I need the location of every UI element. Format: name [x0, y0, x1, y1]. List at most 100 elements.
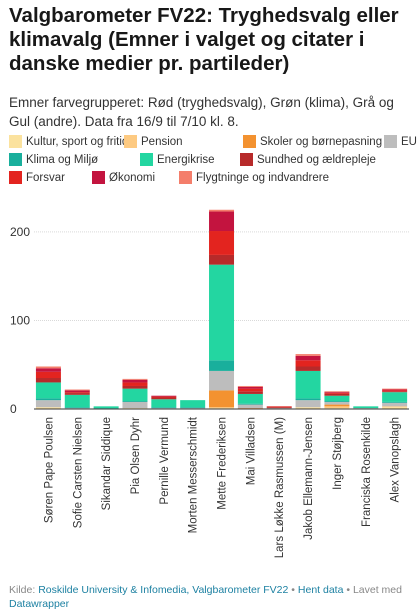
bar-segment-kultur-sport-og-fritid — [295, 407, 321, 409]
bar-segment-okonomi — [295, 355, 321, 361]
legend-item-sundhed-og-aeldrepleje: Sundhed og ældrepleje — [240, 153, 376, 166]
bar-segment-energikrise — [353, 406, 379, 409]
bar-segment-sundhed-og-aeldrepleje — [324, 393, 350, 396]
download-data-link[interactable]: Hent data — [297, 584, 344, 596]
legend-item-okonomi: Økonomi — [92, 171, 155, 184]
source-label: Kilde: — [9, 584, 36, 596]
legend-swatch — [243, 135, 256, 148]
legend-swatch — [92, 171, 105, 184]
bar-segment-skoler-og-bornepasning — [209, 390, 235, 408]
x-tick-label: Alex Vanopslagh — [390, 417, 402, 502]
bar-segment-okonomi — [35, 368, 61, 372]
bar-segment-eu — [209, 370, 235, 391]
made-with-label: • Lavet med — [346, 584, 402, 596]
stacked-bar-chart: 0 100 200 Søren Pape Poulsen Sofie Carsten N… — [10, 209, 409, 558]
bar-segment-energikrise — [209, 264, 235, 361]
legend-item-flygtninge-og-indvandrere: Flygtninge og indvandrere — [179, 171, 329, 184]
bar-segment-pension — [324, 406, 350, 409]
footer: Kilde: Roskilde University & Infomedia, … — [9, 583, 409, 611]
legend-item-eu: EU — [384, 135, 417, 148]
legend-swatch — [9, 153, 22, 166]
legend-item-skoler-og-bornepasning: Skoler og børnepasning — [243, 135, 382, 148]
x-tick-label: Mai Villadsen — [245, 417, 257, 485]
x-tick-label: Lars Løkke Rasmussen (M) — [274, 417, 286, 558]
legend-label: Skoler og børnepasning — [260, 135, 383, 148]
bar-segment-flygtninge-og-indvandrere — [35, 366, 61, 369]
bar-segment-okonomi — [237, 386, 263, 389]
bar-segment-klima-og-miljo — [324, 401, 350, 402]
bar-segment-energikrise — [324, 395, 350, 402]
bar-segment-forsvar — [64, 392, 90, 394]
bar-segment-klima-og-miljo — [35, 398, 61, 401]
bar-segment-eu — [122, 401, 148, 409]
bar-segment-okonomi — [122, 379, 148, 383]
bar-segment-sundhed-og-aeldrepleje — [237, 391, 263, 394]
x-tick-label: Pernille Vermund — [159, 417, 171, 505]
bar-segment-eu — [295, 400, 321, 408]
chart-title: Valgbarometer FV22: Tryghedsvalg eller k… — [9, 4, 399, 75]
legend-item-energikrise: Energikrise — [140, 153, 215, 166]
legend-label: Flygtninge og indvandrere — [196, 171, 329, 184]
bar-segment-okonomi — [324, 392, 350, 394]
x-tick-label: Sikandar Siddique — [101, 417, 113, 510]
bar-segment-klima-og-miljo — [151, 407, 177, 409]
legend-swatch — [140, 153, 153, 166]
bar-segment-okonomi — [64, 390, 90, 393]
x-tick-label: Søren Pape Poulsen — [43, 417, 55, 523]
bar-segment-forsvar — [35, 371, 61, 379]
legend-label: Energikrise — [157, 153, 215, 166]
legend-label: EU — [401, 135, 417, 148]
bar-segment-forsvar — [151, 396, 177, 398]
bar-segment-energikrise — [93, 406, 119, 409]
bar-segment-eu — [324, 401, 350, 405]
bar-segment-skoler-og-bornepasning — [324, 404, 350, 407]
bar-segment-kultur-sport-og-fritid — [35, 407, 61, 409]
y-tick-label: 0 — [10, 402, 17, 416]
bar-segment-forsvar — [382, 390, 408, 392]
x-tick-label: Franciska Rosenkilde — [361, 417, 373, 527]
bar-segment-flygtninge-og-indvandrere — [382, 388, 408, 390]
x-tick-label: Jakob Ellemann-Jensen — [303, 417, 315, 540]
y-tick-label: 100 — [10, 313, 30, 327]
bar-segment-kultur-sport-og-fritid — [382, 407, 408, 409]
bar-segment-okonomi — [151, 395, 177, 397]
bar-segment-energikrise — [64, 394, 90, 408]
bar-segment-klima-og-miljo — [122, 401, 148, 402]
legend-label: Kultur, sport og fritid — [26, 135, 129, 148]
legend-swatch — [384, 135, 397, 148]
bar-segment-flygtninge-og-indvandrere — [324, 391, 350, 393]
legend-swatch — [124, 135, 137, 148]
legend-item-forsvar: Forsvar — [9, 171, 65, 184]
bar-segment-flygtninge-og-indvandrere — [64, 389, 90, 391]
bar-segment-eu — [35, 400, 61, 408]
bar-segment-energikrise — [237, 393, 263, 404]
source-link[interactable]: Roskilde University & Infomedia, Valgbar… — [38, 584, 289, 596]
x-tick-label: Mette Frederiksen — [217, 417, 229, 510]
bar-segment-klima-og-miljo — [209, 360, 235, 371]
bar-segment-klima-og-miljo — [237, 403, 263, 405]
bar-segment-eu — [237, 404, 263, 409]
bar-segment-sundhed-og-aeldrepleje — [382, 391, 408, 393]
bar-segment-pension — [209, 407, 235, 409]
bar-segment-energikrise — [180, 400, 206, 408]
bar-segment-sundhed-og-aeldrepleje — [266, 407, 292, 409]
bar-segment-forsvar — [237, 388, 263, 392]
chart-subtitle: Emner farvegrupperet: Rød (tryghedsvalg)… — [9, 95, 394, 129]
legend-item-kultur-sport-og-fritid: Kultur, sport og fritid — [9, 135, 128, 148]
legend-swatch — [9, 135, 22, 148]
bar-segment-forsvar — [295, 360, 321, 367]
bar-segment-energikrise — [382, 392, 408, 402]
bar-segment-klima-og-miljo — [382, 401, 408, 403]
bar-segment-sundhed-og-aeldrepleje — [122, 385, 148, 389]
legend-swatch — [179, 171, 192, 184]
bar-segment-flygtninge-og-indvandrere — [295, 354, 321, 356]
bar-segment-energikrise — [122, 388, 148, 402]
bar-segment-klima-og-miljo — [295, 398, 321, 401]
datawrapper-link[interactable]: Datawrapper — [9, 598, 70, 610]
bar-segment-forsvar — [122, 382, 148, 386]
x-tick-label: Pia Olsen Dyhr — [130, 417, 142, 495]
legend-item-klima-og-miljo: Klima og Miljø — [9, 153, 98, 166]
separator: • — [291, 584, 295, 596]
bar-segment-pension — [382, 406, 408, 408]
